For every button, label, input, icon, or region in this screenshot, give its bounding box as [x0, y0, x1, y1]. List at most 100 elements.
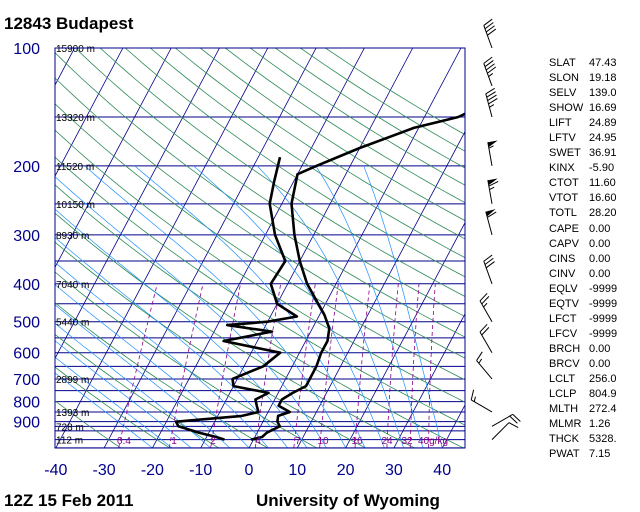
index-row: MLTH 272.4	[549, 402, 639, 417]
height-label: 8930 m	[56, 231, 89, 242]
dewpoint-profile	[174, 156, 299, 441]
mixing-ratio-line	[354, 283, 371, 448]
index-row: CAPV 0.00	[549, 237, 639, 252]
mixing-ratio-label: 40g/kg	[418, 436, 448, 447]
dry-adiabat-line	[55, 212, 415, 448]
mixing-ratio-line	[254, 283, 282, 448]
moist-adiabat-line	[256, 165, 404, 448]
mixing-ratio-line	[409, 283, 420, 448]
index-key: BRCH	[549, 342, 581, 355]
dry-adiabat-line	[55, 184, 464, 448]
height-label: 13320 m	[56, 113, 95, 124]
wind-barb	[483, 18, 497, 49]
index-value: 1.26	[589, 418, 611, 431]
index-value: 5328.	[589, 433, 617, 446]
height-label: 11520 m	[56, 162, 94, 173]
isotherm-line	[55, 48, 269, 448]
index-key: EQLV	[549, 282, 578, 295]
temperature-tick-label: -40	[44, 462, 67, 479]
index-row: CINS 0.00	[549, 252, 639, 267]
index-value: 19.18	[589, 72, 617, 85]
dry-adiabat-line	[55, 156, 465, 426]
height-label: 2899 m	[56, 375, 89, 386]
index-key: SLAT	[549, 57, 576, 69]
index-key: CINV	[549, 267, 576, 280]
index-row: LFCV -9999	[549, 327, 639, 342]
dry-adiabat-line	[150, 48, 465, 259]
plot-area	[55, 48, 465, 448]
moist-adiabat-line	[55, 322, 211, 448]
moist-adiabat-line	[315, 165, 424, 448]
index-value: 0.00	[589, 252, 611, 265]
temperature-tick-label: 10	[288, 462, 306, 479]
moist-adiabat-line	[55, 340, 192, 448]
index-value: 256.0	[589, 372, 617, 385]
index-key: KINX	[549, 162, 575, 175]
pressure-tick-label: 100	[13, 41, 40, 58]
index-key: CTOT	[549, 177, 579, 190]
index-value: 24.95	[589, 132, 617, 145]
index-row: SWET 36.91	[549, 146, 639, 161]
wind-barb	[485, 87, 498, 118]
mixing-ratio-label: 16	[351, 436, 363, 447]
pressure-tick-label: 700	[13, 372, 40, 389]
index-value: 272.4	[589, 403, 617, 416]
isotherm-line	[55, 48, 172, 269]
index-row: THCK 5328.	[549, 432, 639, 447]
dry-adiabat-line	[55, 302, 268, 448]
wind-barb	[487, 178, 499, 204]
index-value: -9999	[589, 312, 618, 325]
index-key: LIFT	[549, 117, 572, 130]
index-row: CAPE 0.00	[549, 222, 639, 237]
temperature-tick-label: -10	[189, 462, 212, 479]
index-key: SELV	[549, 87, 577, 100]
index-row: BRCH 0.00	[549, 342, 639, 357]
mixing-ratio-label: 2	[210, 436, 216, 447]
mixing-ratio-line	[118, 283, 158, 448]
index-value: -9999	[589, 327, 618, 340]
index-key: SLON	[549, 72, 579, 85]
dry-adiabat-line	[125, 48, 465, 278]
time-label: 12Z 15 Feb 2011	[4, 491, 134, 510]
index-key: CAPV	[549, 237, 579, 250]
pressure-tick-label: 600	[13, 346, 40, 363]
isotherm-line	[297, 130, 465, 448]
index-value: 0.00	[589, 222, 611, 235]
wind-barb	[479, 323, 493, 353]
index-key: LCLT	[549, 372, 576, 385]
index-row: BRCV 0.00	[549, 357, 639, 372]
moist-adiabat-line	[55, 284, 250, 448]
dry-adiabat-line	[55, 52, 465, 338]
moist-adiabat-line	[84, 165, 346, 448]
dry-adiabat-line	[99, 48, 465, 297]
index-value: 0.00	[589, 237, 611, 250]
index-key: LFCT	[549, 312, 577, 325]
mixing-ratio-line	[428, 283, 436, 448]
plot-frame	[54, 47, 466, 449]
pressure-tick-label: 800	[13, 395, 40, 412]
moist-adiabat-line	[55, 261, 269, 448]
index-value: 0.00	[589, 267, 611, 280]
index-row: CINV 0.00	[549, 267, 639, 282]
temperature-tick-label: 40	[433, 462, 451, 479]
height-label: 112 m	[56, 436, 83, 447]
dry-adiabat-line	[55, 129, 465, 403]
mixing-ratio-label: 7	[295, 436, 301, 447]
dry-adiabat-line	[200, 48, 465, 222]
index-key: CAPE	[549, 222, 579, 235]
moist-adiabat-line	[55, 304, 230, 448]
moist-adiabat-line	[55, 237, 288, 448]
index-key: BRCV	[549, 357, 580, 370]
index-row: SLON 19.18	[549, 71, 639, 86]
moist-adiabat-line	[55, 372, 153, 448]
index-row: CTOT 11.60	[549, 176, 639, 191]
dry-adiabat-line	[55, 103, 465, 381]
isotherm-line	[248, 48, 462, 448]
wind-barb	[491, 413, 521, 427]
index-key: MLTH	[549, 403, 579, 416]
index-row: KINX -5.90	[549, 161, 639, 176]
index-value: 16.69	[589, 102, 617, 115]
station-title: 12843 Budapest	[4, 14, 134, 33]
mixing-ratio-line	[168, 283, 204, 448]
dry-adiabat-line	[55, 271, 317, 448]
